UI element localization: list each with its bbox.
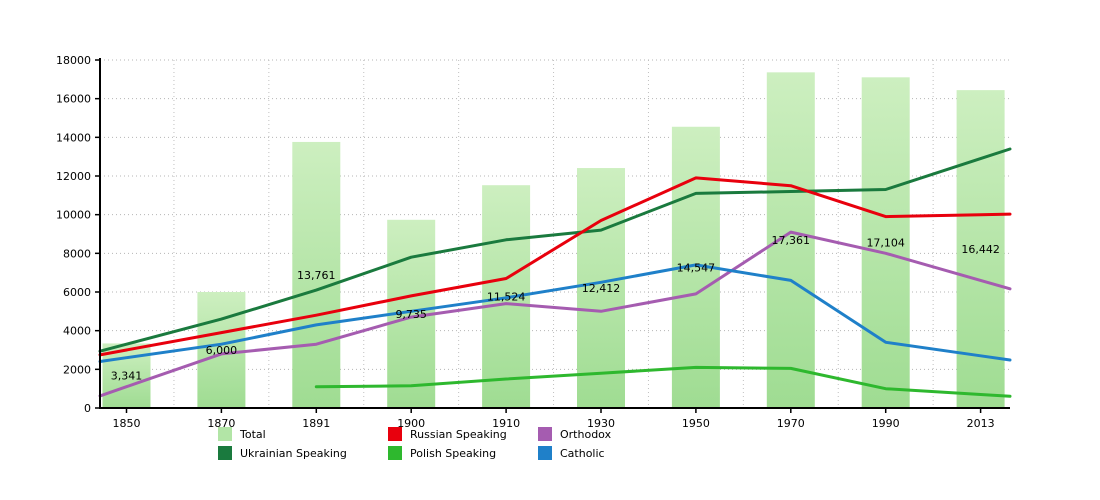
y-axis-tick-label: 0 [84, 402, 91, 415]
legend-label-russian-speaking: Russian Speaking [410, 428, 507, 441]
legend-swatch-polish-speaking [388, 446, 402, 460]
y-axis-tick-label: 8000 [63, 247, 91, 260]
total-bar-value-label: 9,735 [395, 308, 427, 321]
x-axis-tick-label: 1870 [207, 417, 235, 430]
total-bar [577, 168, 625, 408]
x-axis-tick-label: 1850 [113, 417, 141, 430]
x-axis-tick-label: 1990 [872, 417, 900, 430]
x-axis-tick-label: 1970 [777, 417, 805, 430]
line-russian-speaking [98, 176, 1012, 357]
legend-label-total: Total [239, 428, 266, 441]
total-bar-value-label: 11,524 [487, 291, 526, 304]
line-catholic [98, 263, 1012, 363]
total-bar [861, 77, 910, 409]
y-axis-tick-label: 12000 [56, 170, 91, 183]
total-bar [197, 292, 246, 408]
total-bar [292, 141, 341, 409]
legend-label-polish-speaking: Polish Speaking [410, 447, 496, 460]
y-axis-tick-label: 4000 [63, 325, 91, 338]
total-bar-value-label: 12,412 [582, 282, 621, 295]
y-axis-tick-label: 6000 [63, 286, 91, 299]
x-axis-tick-label: 1891 [302, 417, 330, 430]
legend-swatch-orthodox [538, 427, 552, 441]
y-axis-tick-label: 16000 [56, 93, 91, 106]
x-axis-tick-label: 2013 [967, 417, 995, 430]
total-bar-value-label: 6,000 [206, 344, 238, 357]
legend-swatch-catholic [538, 446, 552, 460]
line-polish-speaking [314, 365, 1012, 398]
legend-swatch-total [218, 427, 232, 441]
total-bar-value-label: 14,547 [677, 261, 716, 274]
y-axis-tick-label: 2000 [63, 363, 91, 376]
x-axis-tick-label: 1950 [682, 417, 710, 430]
total-bar [766, 72, 815, 408]
legend-swatch-russian-speaking [388, 427, 402, 441]
y-axis-tick-label: 14000 [56, 131, 91, 144]
total-bar-value-label: 13,761 [297, 269, 336, 282]
legend-swatch-ukrainian-speaking [218, 446, 232, 460]
x-axis-tick-label: 1900 [397, 417, 425, 430]
total-bar-value-label: 16,442 [961, 243, 1000, 256]
total-bar-value-label: 17,104 [866, 237, 905, 250]
legend-label-ukrainian-speaking: Ukrainian Speaking [240, 447, 347, 460]
x-axis-tick-label: 1910 [492, 417, 520, 430]
line-ukrainian-speaking [98, 147, 1012, 353]
total-bar-value-label: 3,341 [111, 370, 143, 383]
y-axis-tick-label: 18000 [56, 54, 91, 67]
y-axis-tick-label: 10000 [56, 209, 91, 222]
x-axis-tick-label: 1930 [587, 417, 615, 430]
legend-label-orthodox: Orthodox [560, 428, 612, 441]
legend-label-catholic: Catholic [560, 447, 605, 460]
total-bar-value-label: 17,361 [772, 234, 811, 247]
line-orthodox [98, 230, 1012, 398]
